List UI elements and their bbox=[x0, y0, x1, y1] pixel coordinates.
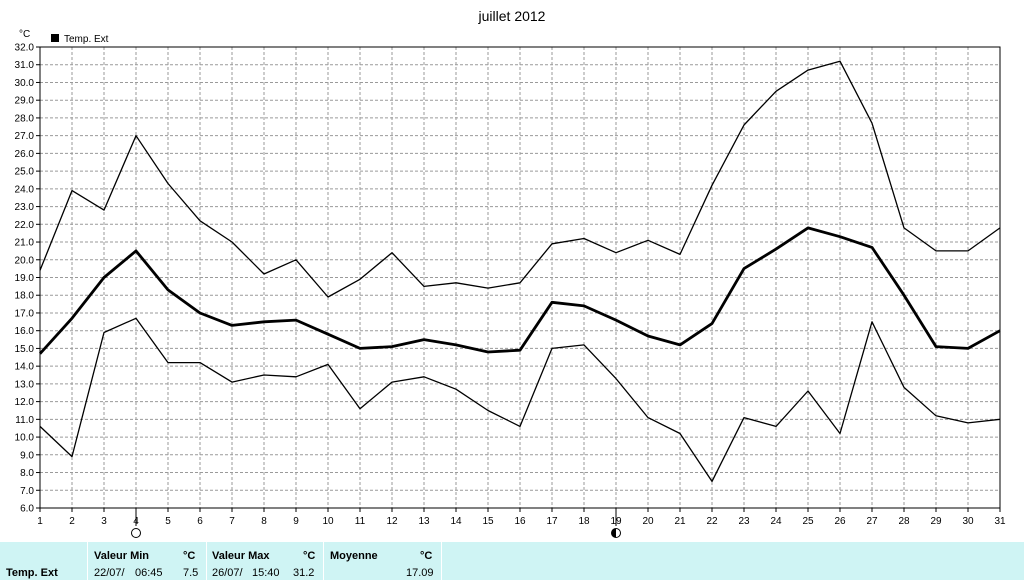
avg-value: 17.09 bbox=[406, 567, 434, 579]
x-tick-label: 8 bbox=[261, 516, 267, 527]
stats-panel: Temp. Ext Valeur Min °C 22/07/ 06:45 7.5… bbox=[0, 542, 1024, 580]
y-tick-label: 32.0 bbox=[15, 43, 35, 54]
x-tick-label: 2 bbox=[69, 516, 75, 527]
avg-header: Moyenne bbox=[330, 550, 378, 562]
min-value: 7.5 bbox=[183, 567, 199, 579]
x-tick-label: 29 bbox=[930, 516, 942, 527]
x-tick-label: 30 bbox=[962, 516, 974, 527]
x-tick-label: 21 bbox=[674, 516, 686, 527]
x-tick-label: 12 bbox=[386, 516, 398, 527]
x-tick-label: 13 bbox=[418, 516, 430, 527]
y-tick-label: 10.0 bbox=[15, 433, 35, 444]
temperature-chart: juillet 2012 °C Temp. Ext 6.0 7.0 8.0 9.0 10… bbox=[15, 8, 1006, 538]
moon-phase-markers bbox=[131, 512, 621, 538]
y-tick-label: 16.0 bbox=[15, 326, 35, 337]
y-tick-label: 18.0 bbox=[15, 291, 35, 302]
min-date: 22/07/ bbox=[94, 567, 125, 579]
x-tick-label: 23 bbox=[738, 516, 750, 527]
y-tick-label: 27.0 bbox=[15, 131, 35, 142]
max-header: Valeur Max bbox=[212, 550, 270, 562]
x-tick-label: 17 bbox=[546, 516, 558, 527]
y-tick-label: 20.0 bbox=[15, 255, 35, 266]
y-tick-label: 17.0 bbox=[15, 308, 35, 319]
y-tick-label: 19.0 bbox=[15, 273, 35, 284]
x-tick-label: 9 bbox=[293, 516, 299, 527]
y-tick-label: 11.0 bbox=[15, 415, 34, 426]
series-max-line bbox=[39, 60, 1001, 298]
min-time: 06:45 bbox=[135, 567, 163, 579]
x-tick-label: 24 bbox=[770, 516, 782, 527]
max-unit: °C bbox=[303, 550, 316, 562]
max-date: 26/07/ bbox=[212, 567, 243, 579]
y-tick-label: 28.0 bbox=[15, 113, 35, 124]
y-tick-label: 7.0 bbox=[20, 486, 34, 497]
x-tick-label: 15 bbox=[482, 516, 494, 527]
chart-title: juillet 2012 bbox=[478, 8, 546, 24]
y-tick-label: 12.0 bbox=[15, 397, 35, 408]
avg-unit: °C bbox=[420, 550, 433, 562]
x-tick-label: 16 bbox=[514, 516, 526, 527]
x-tick-label: 22 bbox=[706, 516, 718, 527]
y-tick-label: 22.0 bbox=[15, 220, 35, 231]
plot-frame bbox=[39, 46, 1001, 509]
series-mean-line bbox=[38, 226, 1001, 355]
grid bbox=[40, 47, 1000, 508]
y-axis: 6.0 7.0 8.0 9.0 10.0 11.0 12.0 13.0 14.0 15.0 16.0… bbox=[15, 43, 40, 515]
y-tick-label: 25.0 bbox=[15, 167, 35, 178]
series-min-line bbox=[39, 317, 1001, 483]
x-tick-label: 28 bbox=[898, 516, 910, 527]
y-tick-label: 6.0 bbox=[20, 504, 34, 515]
min-header: Valeur Min bbox=[94, 550, 150, 562]
x-tick-label: 31 bbox=[994, 516, 1006, 527]
max-time: 15:40 bbox=[252, 567, 280, 579]
y-tick-label: 31.0 bbox=[15, 60, 35, 71]
y-tick-label: 23.0 bbox=[15, 202, 35, 213]
x-axis: 1234567891011121314151617181920212223242… bbox=[37, 508, 1006, 527]
y-tick-label: 13.0 bbox=[15, 379, 35, 390]
x-tick-label: 10 bbox=[322, 516, 334, 527]
x-tick-label: 27 bbox=[866, 516, 878, 527]
y-tick-label: 30.0 bbox=[15, 78, 35, 89]
x-tick-label: 6 bbox=[197, 516, 203, 527]
min-unit: °C bbox=[183, 550, 196, 562]
legend-swatch bbox=[51, 34, 59, 42]
y-tick-label: 15.0 bbox=[15, 344, 35, 355]
full-moon-icon bbox=[131, 528, 141, 538]
x-tick-label: 14 bbox=[450, 516, 462, 527]
stats-row-label: Temp. Ext bbox=[6, 567, 58, 579]
x-tick-label: 11 bbox=[355, 516, 366, 527]
x-tick-label: 20 bbox=[642, 516, 654, 527]
y-tick-label: 26.0 bbox=[15, 149, 35, 160]
y-tick-label: 9.0 bbox=[20, 450, 34, 461]
x-tick-label: 25 bbox=[802, 516, 814, 527]
x-tick-label: 3 bbox=[101, 516, 107, 527]
x-tick-label: 26 bbox=[834, 516, 846, 527]
y-axis-unit: °C bbox=[19, 29, 30, 40]
x-tick-label: 7 bbox=[229, 516, 235, 527]
legend-label: Temp. Ext bbox=[64, 34, 109, 45]
y-tick-label: 24.0 bbox=[15, 184, 35, 195]
x-tick-label: 18 bbox=[578, 516, 590, 527]
series-lines bbox=[38, 60, 1001, 483]
moon-highlight bbox=[616, 529, 620, 537]
y-tick-label: 14.0 bbox=[15, 362, 35, 373]
max-value: 31.2 bbox=[293, 567, 315, 579]
y-tick-label: 29.0 bbox=[15, 96, 35, 107]
y-tick-label: 8.0 bbox=[20, 468, 34, 479]
y-tick-label: 21.0 bbox=[15, 238, 35, 249]
x-tick-label: 1 bbox=[37, 516, 43, 527]
x-tick-label: 5 bbox=[165, 516, 171, 527]
